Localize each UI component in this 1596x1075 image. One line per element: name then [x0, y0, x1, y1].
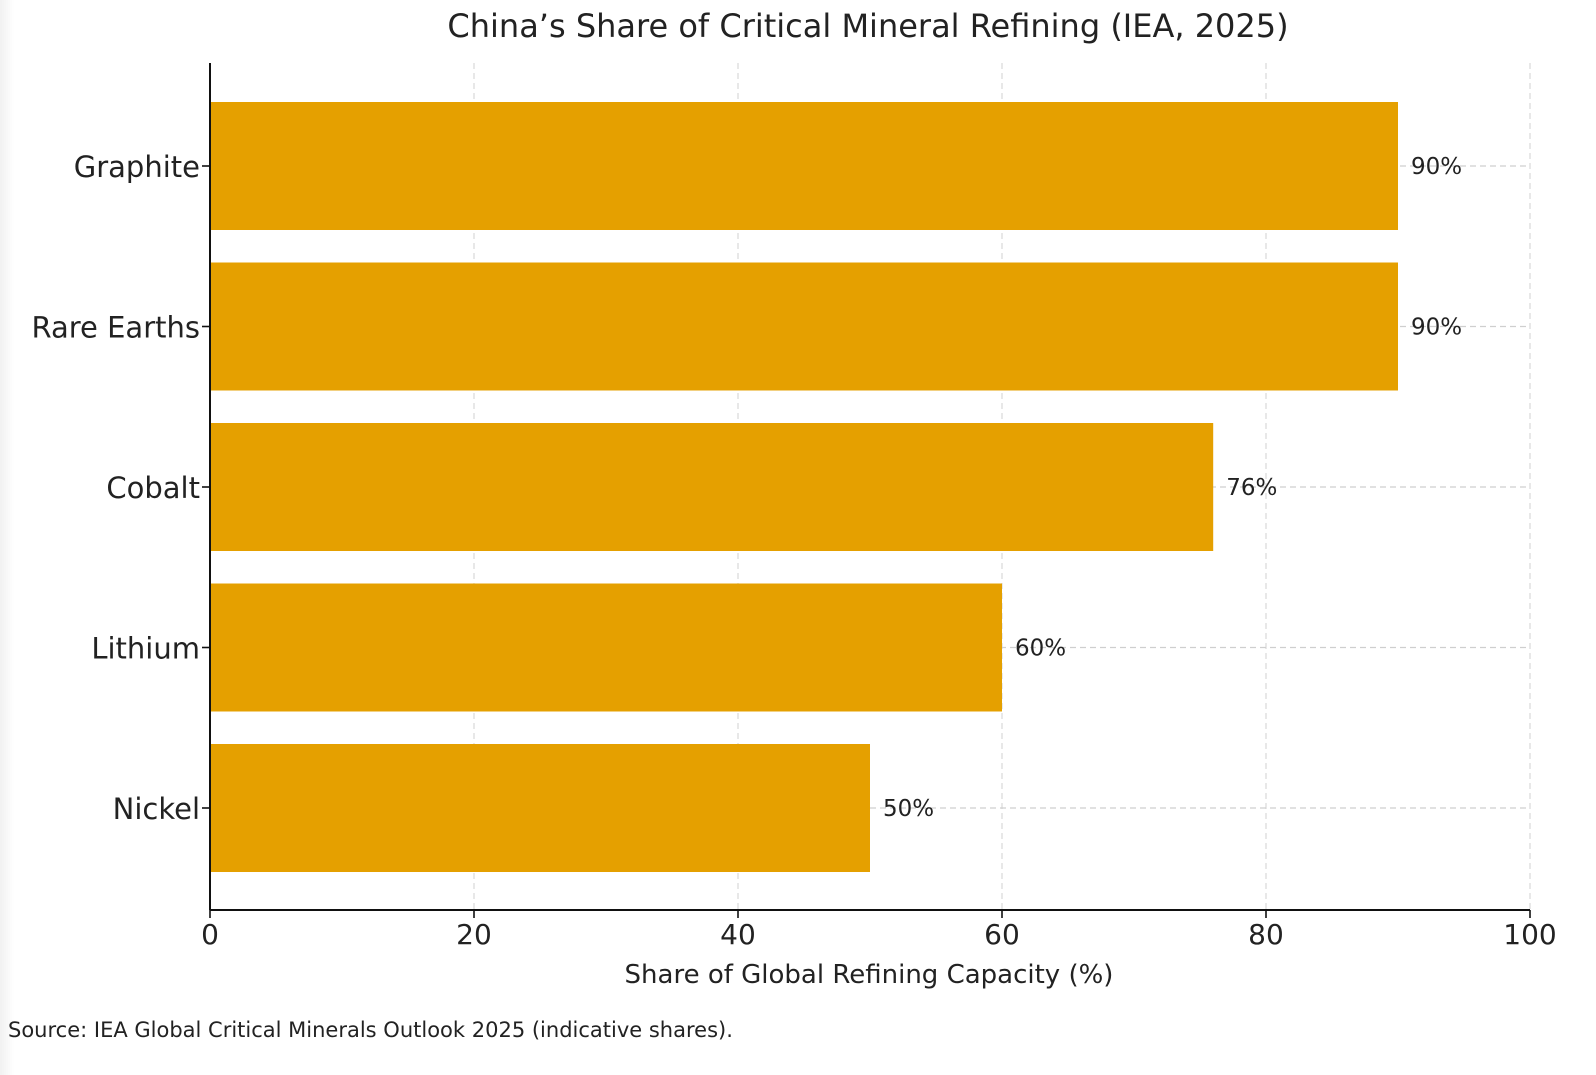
y-tick-label: Nickel	[113, 792, 200, 826]
y-tick-label: Rare Earths	[31, 311, 200, 345]
bar-lithium	[210, 583, 1002, 712]
y-tick-label: Graphite	[74, 150, 200, 184]
x-tick-label: 100	[1503, 918, 1556, 951]
y-tick-label: Cobalt	[106, 471, 200, 505]
x-axis-label: Share of Global Refining Capacity (%)	[625, 960, 1114, 990]
x-tick-label: 80	[1248, 918, 1284, 951]
bar-cobalt	[210, 423, 1214, 551]
x-tick-label: 0	[201, 918, 219, 951]
data-label: 90%	[1411, 154, 1462, 180]
y-tick-label: Lithium	[91, 632, 200, 666]
data-label: 76%	[1226, 475, 1277, 501]
data-labels: 90% 90% 76% 60% 50%	[883, 154, 1462, 822]
data-label: 50%	[883, 796, 934, 822]
data-label: 60%	[1015, 636, 1066, 662]
chart-title: China’s Share of Critical Mineral Refini…	[447, 7, 1288, 45]
data-label: 90%	[1411, 315, 1462, 341]
bars	[210, 102, 1398, 872]
source-note: Source: IEA Global Critical Minerals Out…	[8, 1018, 733, 1042]
axes: 0 20 40 60 80 100 Graphite Rare Earths Cobalt Lit…	[31, 63, 1557, 951]
page-edge-shade	[0, 0, 14, 1075]
x-tick-label: 20	[456, 918, 492, 951]
bar-graphite	[210, 102, 1398, 230]
x-tick-label: 60	[984, 918, 1020, 951]
bar-nickel	[210, 744, 870, 872]
bar-rare-earths	[210, 262, 1398, 391]
x-tick-label: 40	[720, 918, 756, 951]
